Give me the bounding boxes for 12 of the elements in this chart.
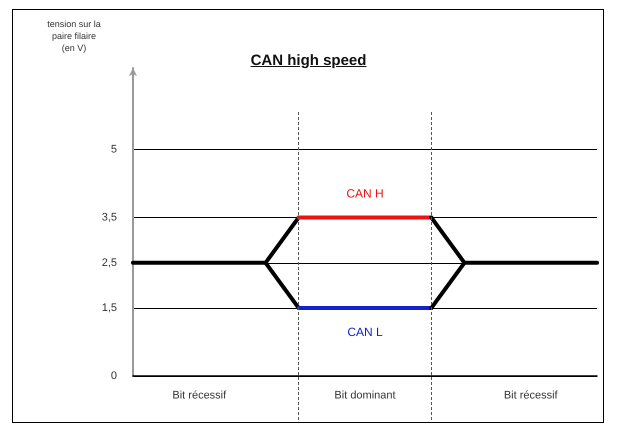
y-tick-label: 5 bbox=[110, 144, 117, 156]
y-tick-label: 1,5 bbox=[102, 302, 117, 314]
x-tick-label: Bit dominant bbox=[334, 390, 396, 402]
y-tick-label: 3,5 bbox=[102, 211, 117, 224]
y-tick-label: 0 bbox=[110, 370, 117, 382]
series-label: CAN H bbox=[346, 186, 384, 200]
chart-title: CAN high speed bbox=[250, 52, 368, 69]
x-tick-label: Bit récessif bbox=[504, 390, 559, 402]
y-tick-label: 2,5 bbox=[102, 256, 117, 269]
series-label: CAN L bbox=[347, 325, 383, 340]
x-tick-label: Bit récessif bbox=[172, 390, 228, 402]
y-axis-title: tension sur la paire filaire (en V) bbox=[46, 18, 102, 54]
